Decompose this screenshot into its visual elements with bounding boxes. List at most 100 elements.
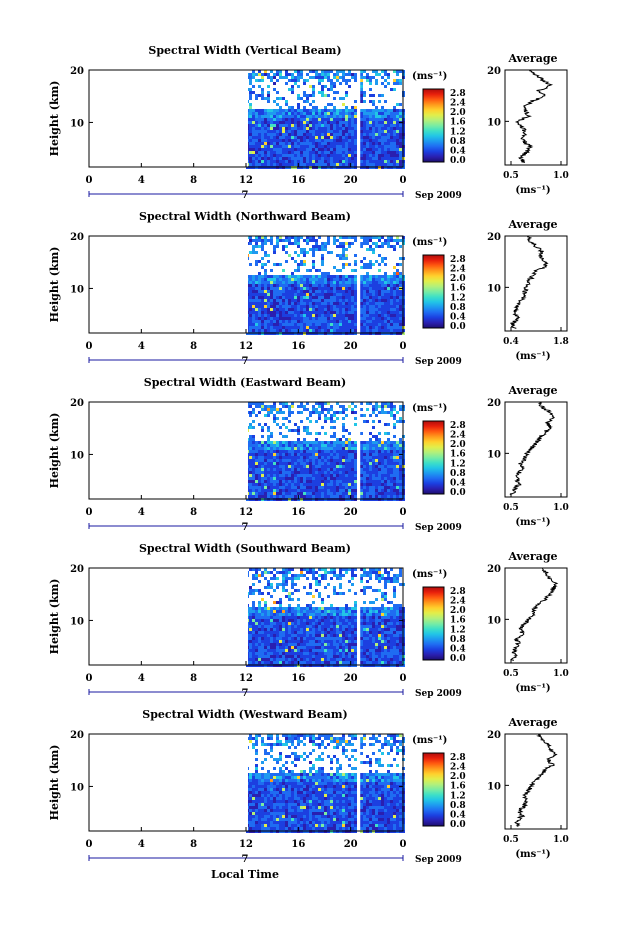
heatmap-cell xyxy=(375,462,378,465)
heatmap-cell xyxy=(354,492,357,495)
heatmap-cell xyxy=(255,495,258,498)
colorbar-tick-label: 0.0 xyxy=(450,488,466,498)
heatmap-cell xyxy=(342,646,345,649)
heatmap-cell xyxy=(285,610,288,613)
heatmap-cell xyxy=(279,112,282,115)
heatmap-cell xyxy=(342,480,345,483)
heatmap-cell xyxy=(279,456,282,459)
heatmap-cell xyxy=(333,287,336,290)
heatmap-cell xyxy=(363,299,366,302)
heatmap-cell xyxy=(300,643,303,646)
heatmap-cell xyxy=(363,112,366,115)
heatmap-cell xyxy=(387,73,390,76)
heatmap-cell xyxy=(312,320,315,323)
heatmap-cell xyxy=(339,607,342,610)
heatmap-cell xyxy=(369,320,372,323)
heatmap-cell xyxy=(297,317,300,320)
heatmap-cell xyxy=(261,142,264,145)
heatmap-cell xyxy=(348,127,351,130)
heatmap-cell xyxy=(381,278,384,281)
heatmap-cell xyxy=(300,320,303,323)
heatmap-cell xyxy=(354,447,357,450)
heatmap-cell xyxy=(255,163,258,166)
heatmap-cell xyxy=(276,577,279,580)
heatmap-cell xyxy=(348,245,351,248)
heatmap-cell xyxy=(399,275,402,278)
heatmap-cell xyxy=(258,320,261,323)
heatmap-cell xyxy=(393,248,396,251)
heatmap-cell xyxy=(315,275,318,278)
heatmap-cell xyxy=(327,643,330,646)
heatmap-cell xyxy=(393,79,396,82)
heatmap-cell xyxy=(375,139,378,142)
heatmap-cell xyxy=(285,580,288,583)
heatmap-cell xyxy=(318,643,321,646)
heatmap-cell xyxy=(387,441,390,444)
heatmap-cell xyxy=(273,661,276,664)
heatmap-cell xyxy=(291,293,294,296)
heatmap-cell xyxy=(294,290,297,293)
heatmap-cell xyxy=(279,160,282,163)
heatmap-cell xyxy=(318,444,321,447)
heatmap-cell xyxy=(258,601,261,604)
heatmap-cell xyxy=(267,94,270,97)
heatmap-cell xyxy=(321,133,324,136)
heatmap-cell xyxy=(309,450,312,453)
heatmap-cell xyxy=(381,456,384,459)
heatmap-cell xyxy=(354,263,357,266)
heatmap-cell xyxy=(291,444,294,447)
heatmap-cell xyxy=(336,91,339,94)
heatmap-cell xyxy=(360,459,363,462)
heatmap-cell xyxy=(372,103,375,106)
heatmap-cell xyxy=(249,133,252,136)
heatmap-cell xyxy=(330,163,333,166)
heatmap-cell xyxy=(384,462,387,465)
heatmap-cell xyxy=(390,124,393,127)
heatmap-cell xyxy=(366,133,369,136)
heatmap-cell xyxy=(348,631,351,634)
heatmap-cell xyxy=(261,441,264,444)
heatmap-cell xyxy=(321,640,324,643)
heatmap-cell xyxy=(258,643,261,646)
heatmap-cell xyxy=(321,441,324,444)
heatmap-cell xyxy=(336,121,339,124)
heatmap-cell xyxy=(255,326,258,329)
heatmap-cell xyxy=(309,492,312,495)
heatmap-cell xyxy=(339,471,342,474)
heatmap-cell xyxy=(360,245,363,248)
heatmap-cell xyxy=(315,495,318,498)
heatmap-cell xyxy=(321,278,324,281)
heatmap-cell xyxy=(345,112,348,115)
heatmap-cell xyxy=(315,634,318,637)
heatmap-cell xyxy=(324,492,327,495)
heatmap-cell xyxy=(318,456,321,459)
heatmap-cell xyxy=(378,420,381,423)
y-tick-label: 10 xyxy=(70,450,84,461)
heatmap-cell xyxy=(249,489,252,492)
heatmap-cell xyxy=(339,480,342,483)
heatmap-cell xyxy=(333,495,336,498)
heatmap-cell xyxy=(354,326,357,329)
heatmap-cell xyxy=(342,643,345,646)
heatmap-cell xyxy=(363,133,366,136)
heatmap-cell xyxy=(342,326,345,329)
heatmap-cell xyxy=(327,456,330,459)
heatmap-cell xyxy=(312,275,315,278)
heatmap-cell xyxy=(351,652,354,655)
heatmap-cell xyxy=(327,323,330,326)
heatmap-cell xyxy=(324,290,327,293)
heatmap-cell xyxy=(378,148,381,151)
heatmap-cell xyxy=(297,236,300,239)
heatmap-cell xyxy=(282,154,285,157)
heatmap-cell xyxy=(270,130,273,133)
heatmap-cell xyxy=(279,604,282,607)
heatmap-cell xyxy=(297,133,300,136)
heatmap-cell xyxy=(258,94,261,97)
heatmap-cell xyxy=(375,290,378,293)
heatmap-cell xyxy=(312,239,315,242)
heatmap-cell xyxy=(366,73,369,76)
heatmap-cell xyxy=(258,305,261,308)
heatmap-cell xyxy=(285,139,288,142)
heatmap-cell xyxy=(366,109,369,112)
heatmap-cell xyxy=(285,583,288,586)
